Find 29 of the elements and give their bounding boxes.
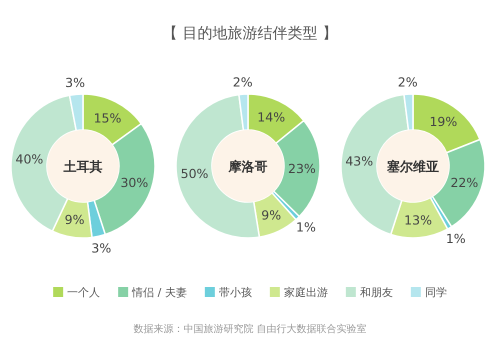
data-label: 9% xyxy=(64,212,85,227)
data-label: 14% xyxy=(257,110,286,125)
data-label: 19% xyxy=(429,114,458,129)
data-label: 50% xyxy=(180,166,209,182)
data-label: 43% xyxy=(345,153,374,168)
data-label: 23% xyxy=(288,161,316,176)
text: 【 目的地旅游结伴类型 】 xyxy=(162,24,338,42)
legend-label: 一个人 xyxy=(67,286,100,299)
data-label: 2% xyxy=(398,74,418,90)
data-label: 2% xyxy=(232,74,253,90)
data-label: 22% xyxy=(450,175,478,190)
source-note: 数据来源：中国旅游研究院 自由行大数据联合实验室 xyxy=(133,323,367,335)
legend-label: 家庭出游 xyxy=(284,286,328,299)
data-label: 1% xyxy=(446,230,466,246)
text: 塞尔维亚 xyxy=(386,159,439,175)
data-label: 1% xyxy=(296,219,316,234)
data-label: 15% xyxy=(94,110,122,126)
legend-label: 同学 xyxy=(424,286,447,299)
data-label: 3% xyxy=(91,240,112,256)
data-label: 40% xyxy=(16,152,44,167)
legend-label: 带小孩 xyxy=(218,286,252,299)
data-label: 13% xyxy=(404,212,432,228)
text: 土耳其 xyxy=(62,160,102,175)
data-label: 30% xyxy=(120,175,148,190)
data-label: 3% xyxy=(65,74,86,90)
data-label: 9% xyxy=(261,207,282,222)
text: 摩洛哥 xyxy=(228,159,268,175)
legend-label: 和朋友 xyxy=(360,286,393,299)
legend-label: 情侣 / 夫妻 xyxy=(131,286,187,299)
